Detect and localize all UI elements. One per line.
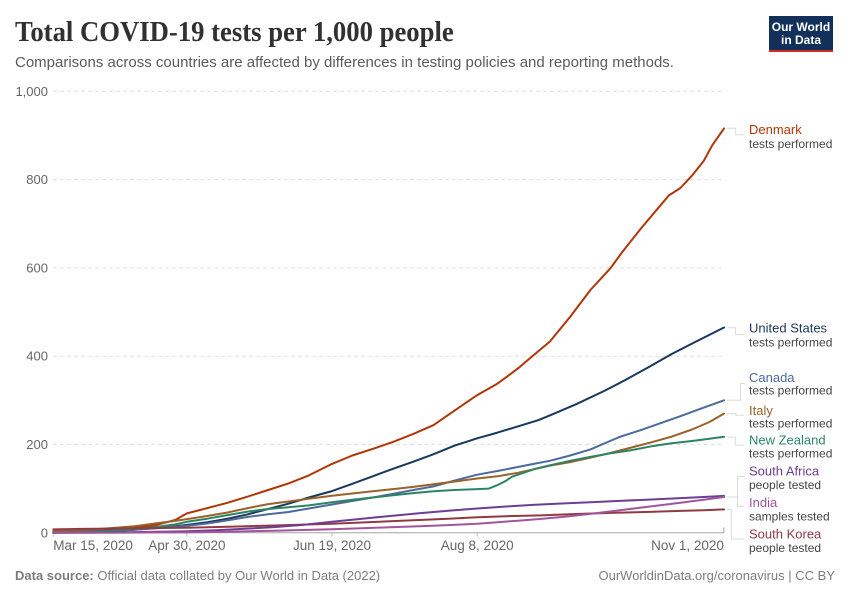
svg-text:tests performed: tests performed	[749, 335, 832, 349]
svg-text:New Zealand: New Zealand	[749, 433, 826, 448]
svg-text:Mar 15, 2020: Mar 15, 2020	[53, 538, 133, 553]
svg-text:people tested: people tested	[749, 541, 821, 555]
svg-text:tests performed: tests performed	[749, 384, 832, 398]
svg-text:South Korea: South Korea	[749, 526, 822, 541]
svg-text:0: 0	[41, 525, 48, 540]
svg-text:United States: United States	[749, 320, 828, 335]
svg-text:600: 600	[26, 260, 48, 275]
svg-text:tests performed: tests performed	[749, 137, 832, 151]
svg-text:Canada: Canada	[749, 370, 795, 385]
svg-text:South Africa: South Africa	[749, 464, 820, 479]
svg-text:tests performed: tests performed	[749, 417, 832, 431]
svg-text:Jun 19, 2020: Jun 19, 2020	[293, 538, 371, 553]
svg-text:tests performed: tests performed	[749, 447, 832, 461]
svg-text:Italy: Italy	[749, 403, 773, 418]
svg-text:Aug 8, 2020: Aug 8, 2020	[441, 538, 514, 553]
svg-text:Denmark: Denmark	[749, 122, 802, 137]
svg-text:200: 200	[26, 437, 48, 452]
svg-text:800: 800	[26, 172, 48, 187]
svg-text:India: India	[749, 495, 778, 510]
svg-text:Nov 1, 2020: Nov 1, 2020	[651, 538, 724, 553]
svg-text:people tested: people tested	[749, 478, 821, 492]
svg-text:400: 400	[26, 349, 48, 364]
svg-text:1,000: 1,000	[15, 84, 48, 99]
svg-text:Apr 30, 2020: Apr 30, 2020	[148, 538, 225, 553]
svg-text:samples tested: samples tested	[749, 510, 830, 524]
